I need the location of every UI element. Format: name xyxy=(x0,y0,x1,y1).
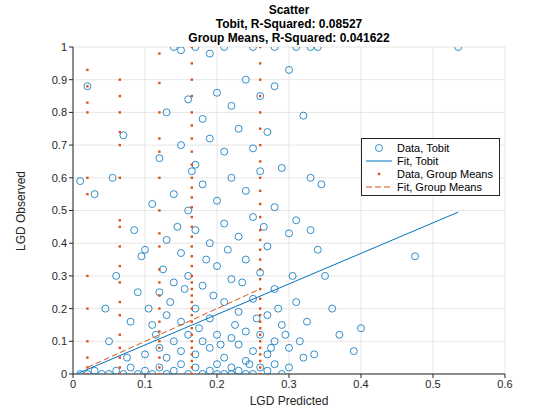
svg-text:0: 0 xyxy=(61,368,67,380)
svg-text:0.2: 0.2 xyxy=(52,303,67,315)
html-text:Tobit, R-Squared: 0.08527: Tobit, R-Squared: 0.08527 xyxy=(215,17,363,31)
svg-text:0.9: 0.9 xyxy=(52,74,67,86)
svg-text:0.5: 0.5 xyxy=(425,378,440,390)
html-text:Group Means, R-Squared: 0.0416: Group Means, R-Squared: 0.041622 xyxy=(188,31,390,45)
svg-text:0.5: 0.5 xyxy=(52,204,67,216)
html-text:Fit, Group Means: Fit, Group Means xyxy=(397,180,482,193)
svg-text:0.1: 0.1 xyxy=(52,335,67,347)
html-text:Scatter: Scatter xyxy=(268,3,310,17)
svg-text:0.4: 0.4 xyxy=(52,237,67,249)
svg-text:0.6: 0.6 xyxy=(52,172,67,184)
svg-text:0.6: 0.6 xyxy=(497,378,512,390)
svg-text:0.3: 0.3 xyxy=(281,378,296,390)
html-text:Data, Group Means: Data, Group Means xyxy=(397,167,493,180)
html-text:Data, Tobit: Data, Tobit xyxy=(397,141,450,154)
svg-text:0.7: 0.7 xyxy=(52,139,67,151)
svg-text:0.4: 0.4 xyxy=(353,378,368,390)
html-text:LGD Observed: LGD Observed xyxy=(14,170,28,251)
svg-text:0.2: 0.2 xyxy=(209,378,224,390)
html-text:Fit, Tobit: Fit, Tobit xyxy=(397,154,439,167)
svg-text:1: 1 xyxy=(61,41,67,53)
svg-text:0.8: 0.8 xyxy=(52,106,67,118)
svg-text:0.3: 0.3 xyxy=(52,270,67,282)
svg-text:0: 0 xyxy=(70,378,76,390)
svg-text:0.1: 0.1 xyxy=(137,378,152,390)
html-text:LGD Predicted: LGD Predicted xyxy=(249,394,329,408)
